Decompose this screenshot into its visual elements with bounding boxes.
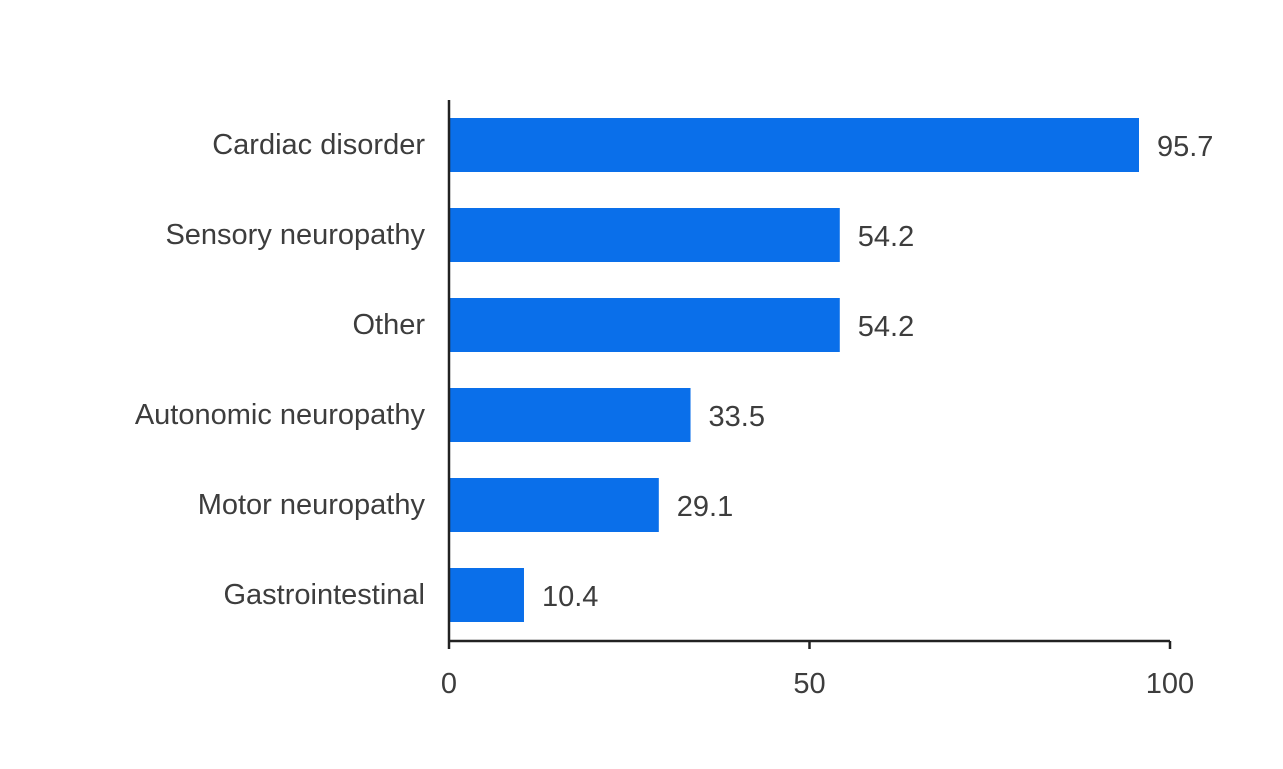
bar-cardiac-disorder	[449, 118, 1139, 172]
value-label-gastrointestinal: 10.4	[542, 581, 598, 613]
value-label-cardiac-disorder: 95.7	[1157, 131, 1213, 163]
category-label-sensory-neuropathy: Sensory neuropathy	[165, 219, 425, 251]
value-label-other: 54.2	[858, 311, 914, 343]
value-label-sensory-neuropathy: 54.2	[858, 221, 914, 253]
value-label-autonomic-neuropathy: 33.5	[709, 401, 765, 433]
value-label-motor-neuropathy: 29.1	[677, 491, 733, 523]
category-label-cardiac-disorder: Cardiac disorder	[212, 129, 425, 161]
bar-motor-neuropathy	[449, 478, 659, 532]
category-label-other: Other	[352, 309, 425, 341]
bar-other	[449, 298, 840, 352]
x-tick-label-50: 50	[793, 668, 825, 700]
x-tick-label-0: 0	[441, 668, 457, 700]
bar-gastrointestinal	[449, 568, 524, 622]
category-label-motor-neuropathy: Motor neuropathy	[198, 489, 426, 521]
category-label-autonomic-neuropathy: Autonomic neuropathy	[135, 399, 426, 431]
x-tick-label-100: 100	[1146, 668, 1194, 700]
x-ticks-group: 0 50 100	[441, 641, 1194, 700]
bar-sensory-neuropathy	[449, 208, 840, 262]
category-label-gastrointestinal: Gastrointestinal	[224, 579, 426, 611]
value-labels-group: 95.7 54.2 54.2 33.5 29.1 10.4	[542, 131, 1213, 613]
category-labels-group: Cardiac disorder Sensory neuropathy Other A…	[135, 129, 426, 611]
bar-autonomic-neuropathy	[449, 388, 691, 442]
bars-group	[449, 118, 1139, 622]
